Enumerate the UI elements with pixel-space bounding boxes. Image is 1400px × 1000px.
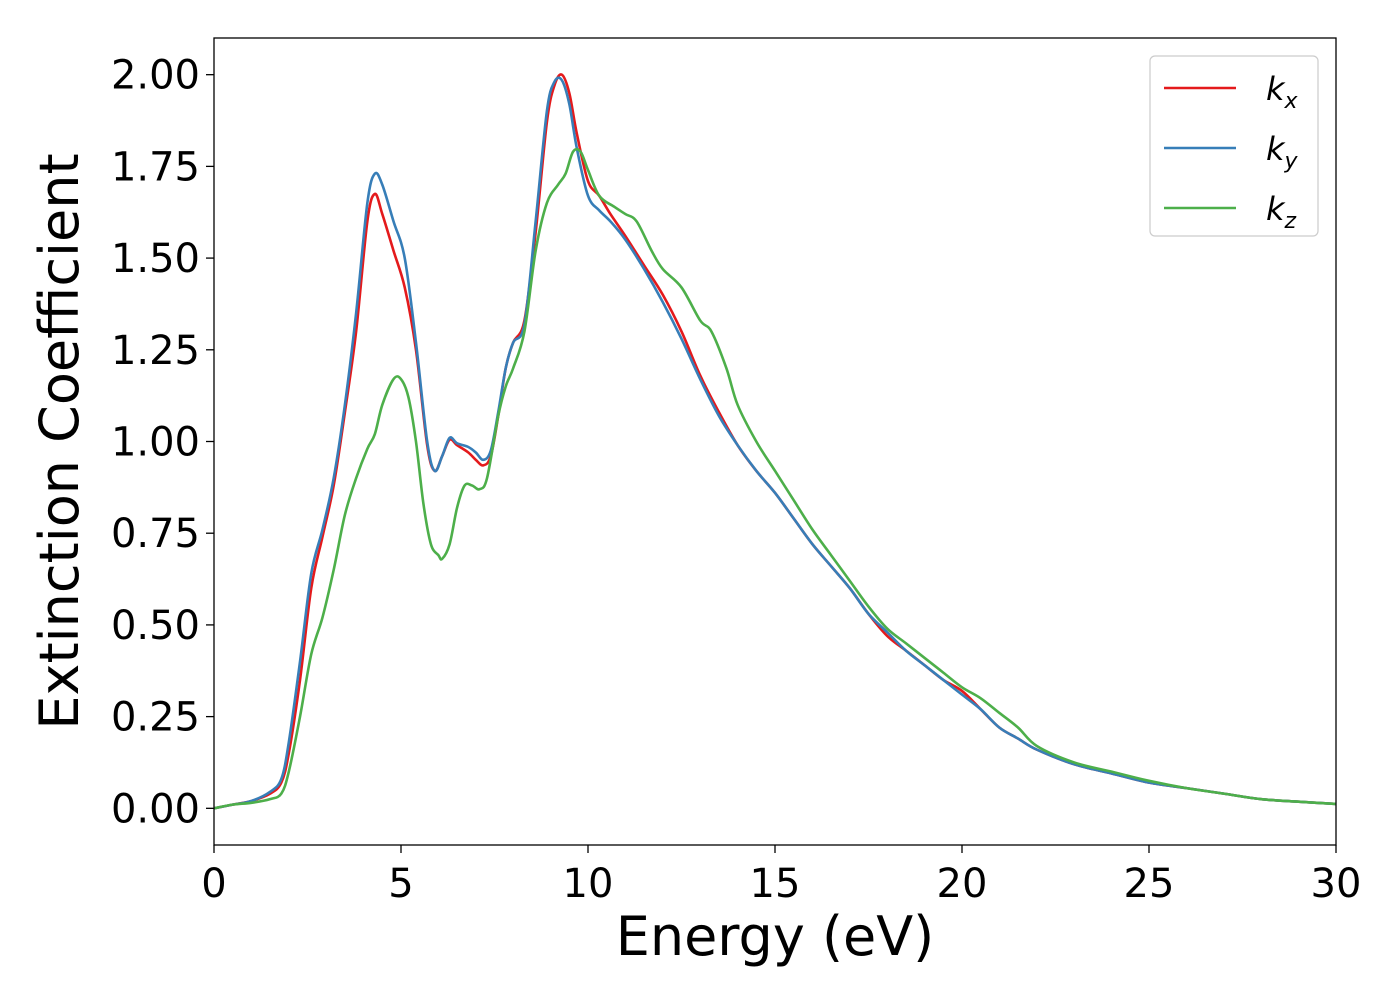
series-line-y [214, 76, 1336, 810]
legend-label-base: k [1266, 70, 1286, 108]
legend-label-z: kz [1266, 190, 1297, 234]
legend-label-subscript: z [1284, 209, 1297, 234]
x-tick-label: 15 [750, 861, 801, 907]
y-axis-title: Extinction Coefficient [28, 153, 91, 729]
x-tick-label: 30 [1311, 861, 1362, 907]
legend-label-x: kx [1266, 70, 1299, 114]
x-axis-ticks: 0 5 10 15 20 25 30 [201, 845, 1361, 907]
x-tick-label: 20 [937, 861, 988, 907]
series-line-z [214, 147, 1336, 810]
x-axis-title: Energy (eV) [616, 905, 935, 968]
y-tick-label: 0.25 [111, 695, 200, 741]
y-tick-label: 1.75 [111, 144, 200, 190]
plot-area [214, 38, 1336, 845]
legend-label-base: k [1266, 130, 1286, 168]
legend-label-y: ky [1266, 130, 1299, 174]
y-tick-label: 2.00 [111, 53, 200, 99]
x-tick-label: 10 [563, 861, 614, 907]
legend-label-base: k [1266, 190, 1286, 228]
plot-frame [213, 37, 1337, 846]
y-tick-label: 1.00 [111, 420, 200, 466]
series-line-x [214, 73, 1336, 810]
y-tick-label: 0.50 [111, 603, 200, 649]
y-tick-label: 0.00 [111, 786, 200, 832]
legend-label-subscript: x [1284, 89, 1299, 114]
x-tick-label: 0 [201, 861, 226, 907]
legend-label-subscript: y [1284, 149, 1299, 174]
x-tick-label: 5 [388, 861, 413, 907]
legend-frame [1149, 55, 1319, 237]
y-tick-label: 0.75 [111, 511, 200, 557]
y-tick-label: 1.50 [111, 236, 200, 282]
y-tick-label: 1.25 [111, 328, 200, 374]
x-tick-label: 25 [1124, 861, 1175, 907]
y-axis-ticks: 0.00 0.25 0.50 0.75 1.00 1.25 1.50 1.75 2.00 [111, 53, 214, 832]
series-layer [214, 73, 1336, 810]
